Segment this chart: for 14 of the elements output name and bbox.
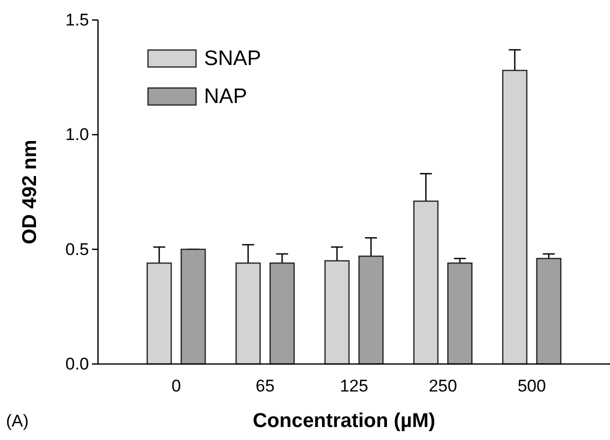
- y-tick-label: 1.5: [65, 10, 89, 30]
- text: (A): [6, 412, 29, 430]
- y-tick-label: 0.5: [65, 240, 89, 259]
- x-tick-label: 65: [256, 376, 275, 396]
- y-axis-title: OD 492 nm: [19, 140, 41, 244]
- y-tick-label: 0.0: [65, 354, 89, 374]
- y-tick-label: 1.0: [65, 125, 89, 144]
- legend-label: SNAP: [204, 47, 262, 70]
- x-tick-label: 250: [428, 376, 458, 396]
- x-tick-label: 0: [171, 376, 181, 396]
- legend-label: NAP: [204, 85, 248, 108]
- x-tick-label: 125: [340, 376, 368, 396]
- x-axis-title: Concentration (µM): [252, 410, 436, 432]
- x-tick-label: 500: [518, 376, 546, 396]
